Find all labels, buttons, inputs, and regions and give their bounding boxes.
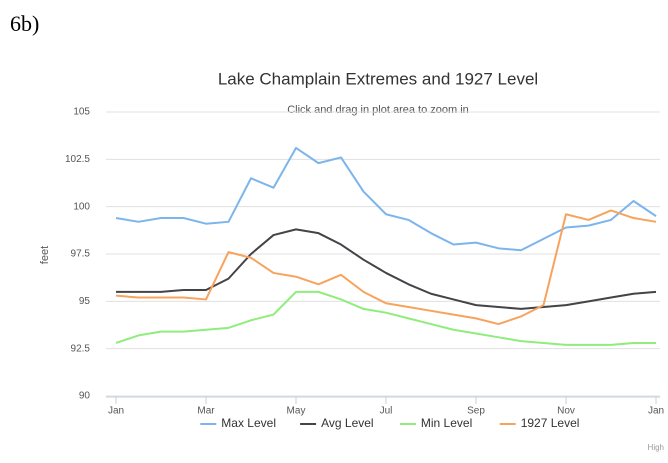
y-tick-label: 97.5 xyxy=(71,249,91,260)
chart-title: Lake Champlain Extremes and 1927 Level xyxy=(218,69,538,88)
y-axis-label: feet xyxy=(39,246,51,264)
line-series xyxy=(115,209,657,326)
legend-label: Avg Level xyxy=(321,416,373,430)
line-series xyxy=(116,228,657,310)
y-tick-label: 102.5 xyxy=(65,154,90,165)
y-tick-label: 95 xyxy=(79,296,91,307)
x-tick-label: Mar xyxy=(197,406,215,417)
x-tick-label: Jan xyxy=(648,406,664,417)
x-tick-label: Jan xyxy=(108,406,124,417)
y-tick-label: 92.5 xyxy=(71,343,91,354)
line-series xyxy=(115,146,657,252)
x-tick-label: Sep xyxy=(467,406,485,417)
line-series xyxy=(115,290,656,346)
y-tick-label: 90 xyxy=(79,391,91,402)
legend-label: Max Level xyxy=(221,416,276,430)
y-tick-label: 105 xyxy=(73,107,90,118)
x-tick-label: Jul xyxy=(380,406,393,417)
figure-label: 6b) xyxy=(10,11,39,36)
y-tick-label: 100 xyxy=(73,201,90,212)
x-tick-label: Nov xyxy=(557,406,575,417)
credit: High xyxy=(648,443,664,452)
legend-label: Min Level xyxy=(421,416,472,430)
legend-label: 1927 Level xyxy=(521,416,580,430)
x-tick-label: May xyxy=(287,406,306,417)
chart-subtitle: Click and drag in plot area to zoom in xyxy=(287,104,469,116)
